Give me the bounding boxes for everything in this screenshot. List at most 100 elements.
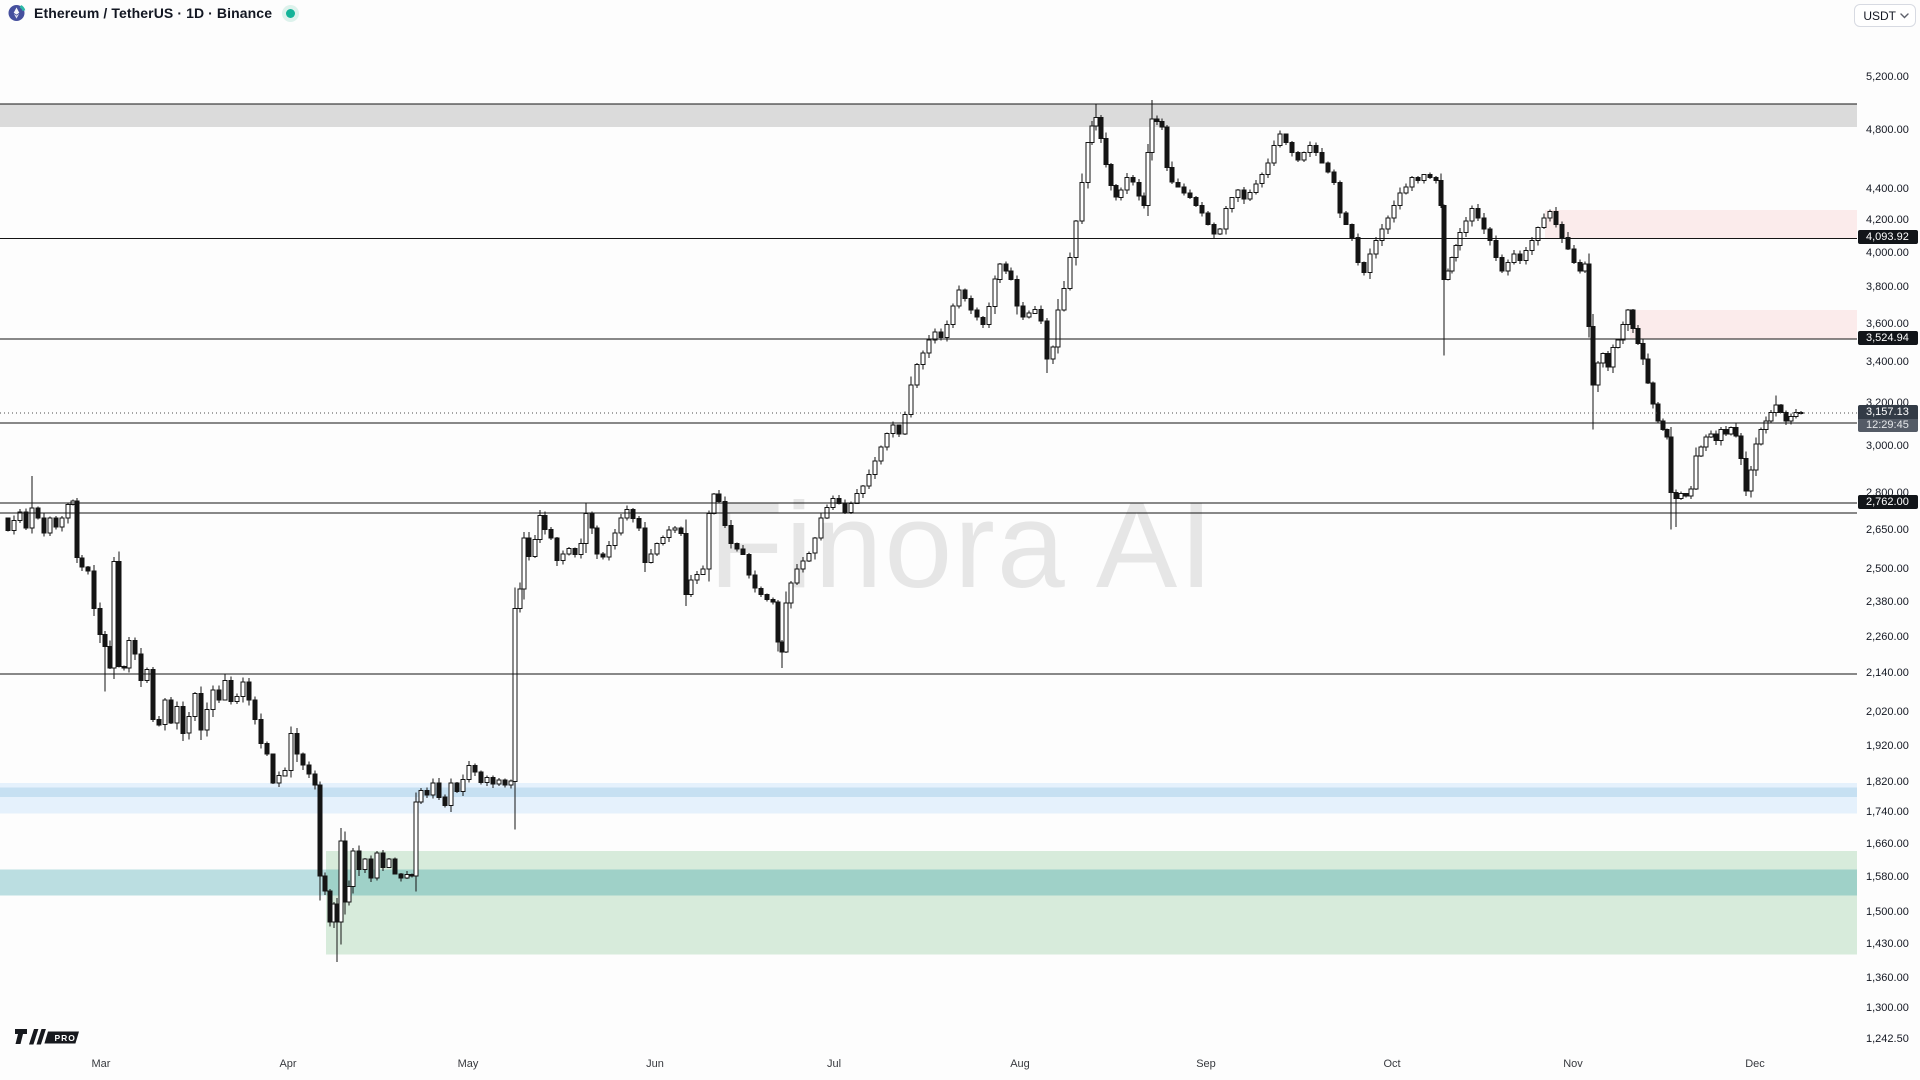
candle-up (1547, 211, 1553, 219)
candle-down (342, 840, 348, 903)
candle-up (1055, 309, 1061, 348)
month-label-aug[interactable]: Aug (1010, 1058, 1030, 1070)
candle-down (1241, 189, 1247, 200)
candle-up (222, 680, 228, 701)
zone-demand-blue[interactable] (0, 783, 1857, 814)
price-tick-label: 1,242.50 (1866, 1032, 1909, 1045)
candle-down (1743, 458, 1749, 492)
price-tick-label: 4,000.00 (1866, 246, 1909, 259)
candle-up (1753, 443, 1759, 471)
price-axis[interactable]: 3,157.13 12:29:45 5,200.00 4,800.00 4,400.… (1857, 0, 1920, 1048)
month-label-jul[interactable]: Jul (826, 1058, 842, 1070)
candle-up (1703, 436, 1709, 448)
candle-up (992, 278, 998, 307)
candle-up (944, 324, 950, 339)
candle-up (926, 339, 932, 354)
candle-down (758, 587, 764, 595)
current-price-value: 3,157.13 (1858, 404, 1918, 419)
candle-down (630, 508, 636, 520)
candle-up (276, 775, 282, 784)
zone-demand-teal[interactable] (0, 869, 1857, 896)
candle-down (1783, 411, 1789, 422)
candle-down (1343, 212, 1349, 225)
price-tick-label: 1,580.00 (1866, 871, 1909, 884)
candle-up (1718, 429, 1724, 441)
candle-up (1449, 256, 1455, 272)
candle-down (1020, 305, 1026, 318)
month-label-oct[interactable]: Oct (1383, 1058, 1401, 1070)
candle-up (818, 517, 824, 539)
candle-up (890, 424, 896, 435)
price-tick-label: 2,140.00 (1866, 667, 1909, 680)
candle-up (1523, 250, 1529, 262)
candle-down (1517, 253, 1523, 262)
candle-down (1433, 177, 1439, 182)
candle-down (1136, 181, 1142, 197)
month-label-sep[interactable]: Sep (1196, 1058, 1216, 1070)
month-label-apr[interactable]: Apr (279, 1058, 297, 1070)
candle-down (1778, 404, 1784, 413)
candle-down (85, 566, 91, 572)
candle-up (1463, 220, 1469, 233)
candle-down (1038, 309, 1044, 322)
zone-demand-blue-strip[interactable] (0, 787, 1857, 798)
time-axis[interactable]: Mar Apr May Jun Jul Aug Sep Oct Nov Dec (0, 1048, 1857, 1080)
candle-down (974, 309, 980, 318)
candle-up (484, 777, 490, 783)
candle-up (374, 852, 380, 879)
candle-down (270, 753, 276, 784)
candle-down (1798, 411, 1804, 414)
candle-down (1605, 352, 1611, 368)
currency-selector[interactable]: USDT (1854, 4, 1916, 27)
candle-down (180, 705, 186, 734)
candle-up (618, 517, 624, 534)
candle-up (1535, 227, 1541, 241)
candle-down (1586, 263, 1592, 328)
tradingview-pro-badge[interactable]: PRO (15, 1028, 81, 1046)
candle-down (216, 689, 222, 701)
candle-down (938, 331, 944, 339)
month-label-may[interactable]: May (457, 1058, 479, 1070)
candle-up (694, 574, 700, 581)
candle-down (454, 782, 460, 792)
month-label-mar[interactable]: Mar (91, 1058, 111, 1070)
candle-up (1235, 189, 1241, 199)
zone-supply-pink-high[interactable] (1545, 210, 1857, 239)
candle-up (878, 446, 884, 462)
price-tick-label: 3,400.00 (1866, 356, 1909, 369)
candle-down (1553, 211, 1559, 225)
market-status-dot[interactable] (286, 8, 296, 18)
candle-up (700, 568, 706, 576)
candle-down (1283, 133, 1289, 144)
candle-up (1373, 240, 1379, 255)
candle-down (502, 779, 508, 786)
candle-up (1505, 261, 1511, 272)
candle-up (448, 782, 454, 807)
zone-supply-gray[interactable] (0, 103, 1857, 128)
tradingview-logo-icon: PRO (15, 1029, 79, 1045)
candle-up (1061, 287, 1067, 311)
candle-up (1620, 324, 1626, 341)
candle-down (1713, 433, 1719, 441)
candle-down (1427, 174, 1433, 179)
candle-up (854, 493, 860, 504)
zone-demand-green[interactable] (326, 851, 1857, 955)
candle-down (1211, 223, 1217, 235)
month-label-jun[interactable]: Jun (646, 1058, 664, 1070)
candle-up (1625, 309, 1631, 326)
month-label-nov[interactable]: Nov (1563, 1058, 1583, 1070)
symbol-title[interactable]: Ethereum / TetherUS · 1D · Binance (34, 5, 273, 21)
candle-down (572, 548, 578, 555)
candle-down (548, 528, 554, 539)
candle-up (711, 493, 717, 515)
zone-supply-pink-low[interactable] (1630, 309, 1857, 339)
month-label-dec[interactable]: Dec (1745, 1058, 1765, 1070)
price-tick-label: 2,500.00 (1866, 562, 1909, 575)
candle-down (1577, 261, 1583, 272)
candle-down (436, 782, 442, 798)
candle-up (1698, 446, 1704, 457)
candle-up (1149, 118, 1155, 154)
candle-down (962, 289, 968, 300)
symbol-title-group[interactable]: Ethereum / TetherUS · 1D · Binance (8, 4, 296, 22)
